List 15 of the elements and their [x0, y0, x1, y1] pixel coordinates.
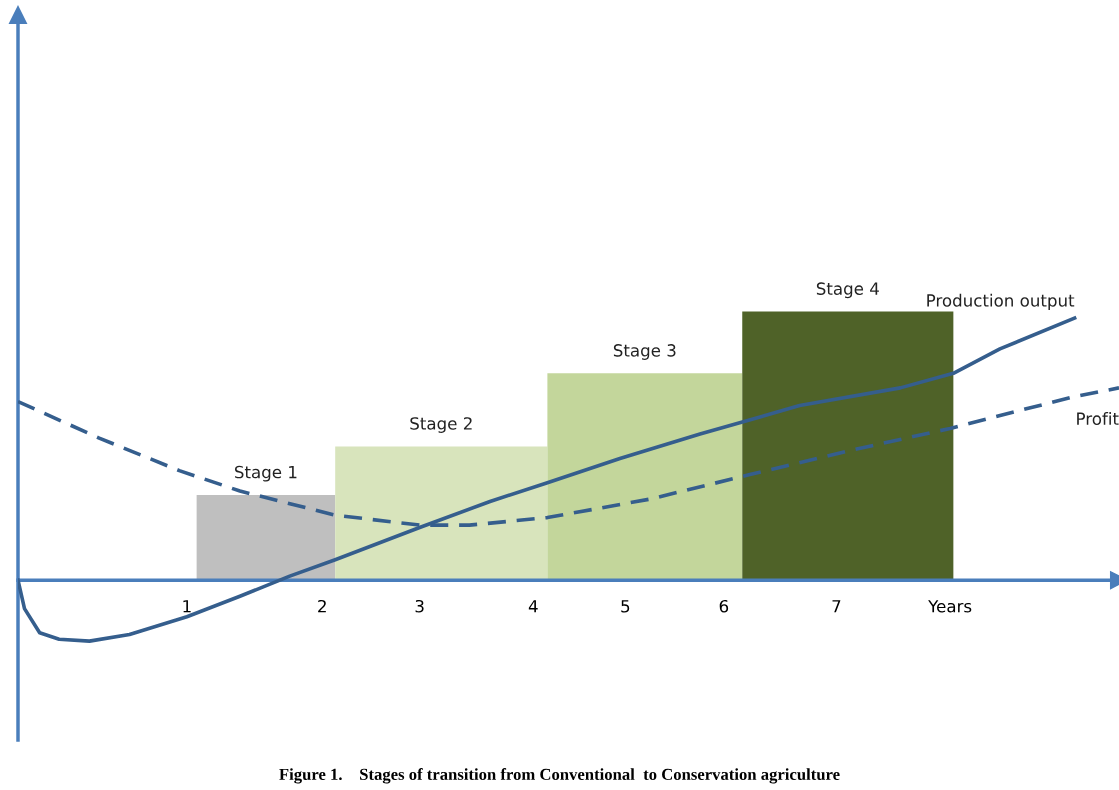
annotation: Stage 2 — [410, 417, 472, 433]
x-tick-label: Years — [928, 600, 972, 613]
annotation: Stage 3 — [613, 344, 676, 360]
annotation: Stage 1 — [234, 465, 297, 482]
x-tick-label: 1 — [183, 600, 191, 613]
x-tick-label: 3 — [415, 599, 424, 613]
x-tick-label: 2 — [318, 599, 326, 613]
text: Figure 1. Stages of transition from Conventional to Conservation agriculture — [279, 768, 840, 784]
x-tick-label: 7 — [832, 600, 841, 613]
annotation: Stage 4 — [816, 282, 879, 299]
x-tick-label: 5 — [621, 600, 630, 613]
x-tick-label: 6 — [719, 599, 729, 613]
series-label: Production output — [927, 293, 1075, 310]
x-tick-label: 4 — [528, 600, 538, 613]
series-label: Profit — [1077, 412, 1119, 425]
